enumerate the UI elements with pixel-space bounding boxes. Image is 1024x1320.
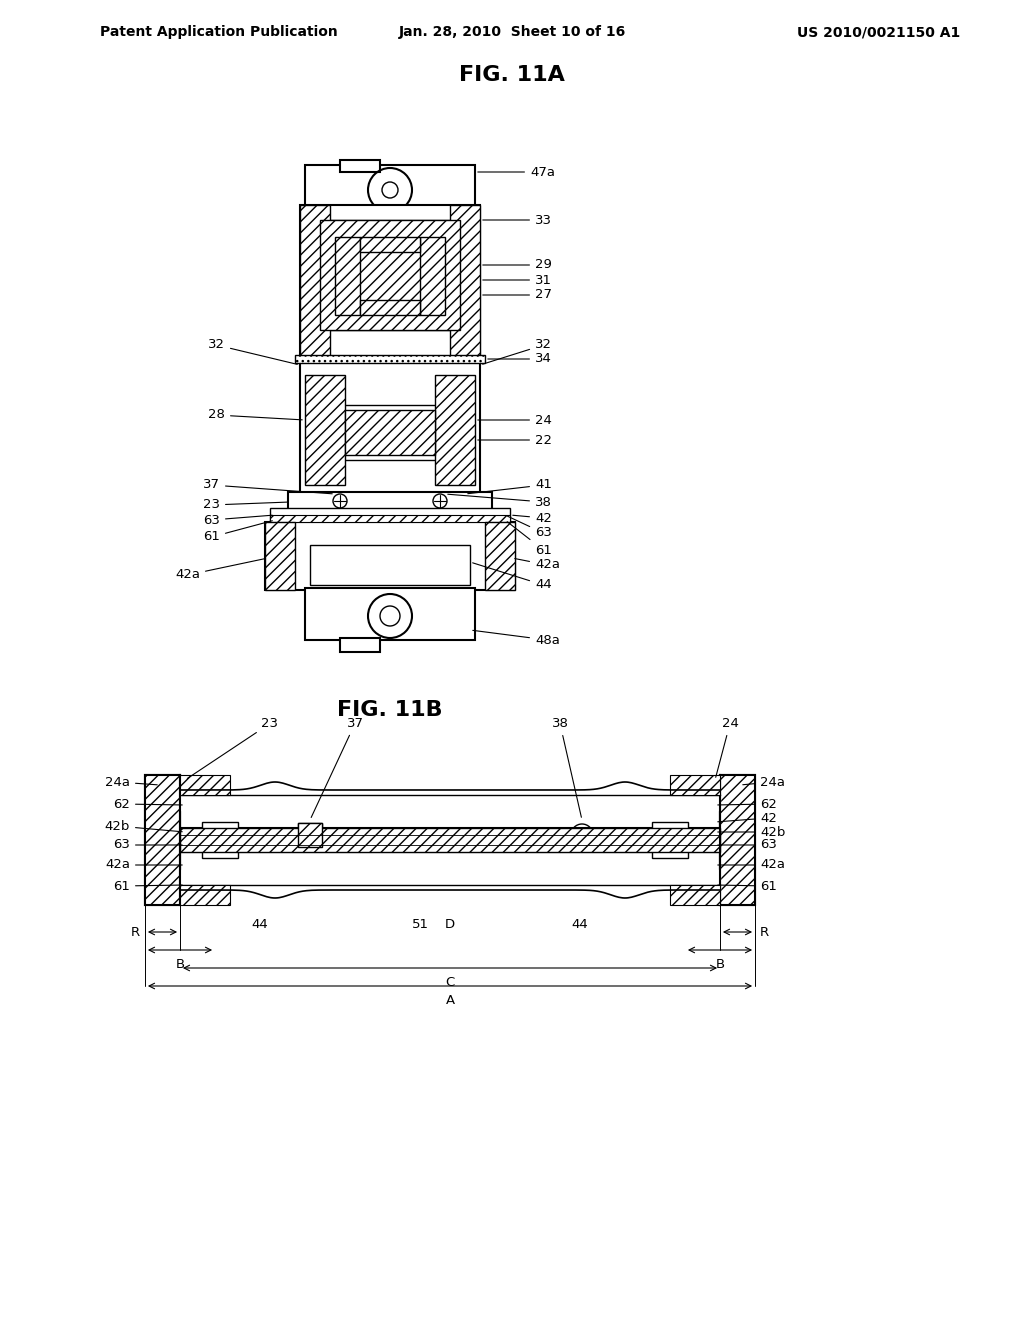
- Text: 41: 41: [468, 479, 552, 494]
- Text: 63: 63: [718, 838, 777, 851]
- Bar: [652, 822, 688, 858]
- Text: 24: 24: [716, 717, 738, 777]
- Text: 44: 44: [252, 917, 268, 931]
- Bar: [202, 822, 238, 858]
- Bar: [270, 508, 510, 521]
- Bar: [300, 205, 480, 360]
- Text: B: B: [716, 958, 725, 972]
- Bar: [360, 300, 420, 315]
- Text: 34: 34: [487, 352, 552, 366]
- Text: 37: 37: [311, 717, 364, 817]
- Text: 44: 44: [473, 562, 552, 591]
- Bar: [345, 411, 435, 455]
- Bar: [670, 884, 720, 906]
- Text: 44: 44: [571, 917, 589, 931]
- Bar: [180, 775, 230, 795]
- Text: 37: 37: [203, 479, 332, 494]
- Bar: [720, 775, 755, 906]
- Text: 62: 62: [113, 797, 182, 810]
- Text: US 2010/0021150 A1: US 2010/0021150 A1: [797, 25, 961, 40]
- Text: 61: 61: [203, 520, 272, 544]
- Bar: [670, 775, 720, 795]
- Text: 42b: 42b: [718, 825, 785, 838]
- Text: 61: 61: [113, 879, 182, 892]
- Bar: [305, 587, 475, 640]
- Bar: [360, 238, 420, 252]
- Bar: [435, 375, 475, 484]
- Bar: [270, 515, 510, 521]
- Bar: [319, 220, 460, 330]
- Text: Jan. 28, 2010  Sheet 10 of 16: Jan. 28, 2010 Sheet 10 of 16: [398, 25, 626, 40]
- Text: 48a: 48a: [473, 631, 560, 647]
- Bar: [298, 822, 322, 847]
- Bar: [662, 832, 678, 847]
- Text: R: R: [760, 925, 769, 939]
- Bar: [180, 884, 230, 906]
- Text: 31: 31: [482, 273, 552, 286]
- Bar: [310, 545, 470, 585]
- Text: 61: 61: [507, 521, 552, 557]
- Text: 42: 42: [513, 511, 552, 524]
- Text: 38: 38: [552, 717, 582, 817]
- Bar: [450, 205, 480, 360]
- Bar: [298, 822, 322, 847]
- Text: 42a: 42a: [718, 858, 785, 871]
- Bar: [319, 220, 460, 330]
- Bar: [265, 521, 295, 590]
- Text: 29: 29: [482, 259, 552, 272]
- Bar: [340, 638, 380, 652]
- Text: 42: 42: [718, 812, 777, 825]
- Bar: [305, 165, 475, 210]
- Text: Patent Application Publication: Patent Application Publication: [100, 25, 338, 40]
- Bar: [340, 160, 380, 172]
- Bar: [485, 521, 515, 590]
- Text: 27: 27: [482, 289, 552, 301]
- Text: 42b: 42b: [104, 820, 182, 833]
- Text: 23: 23: [203, 499, 287, 511]
- Text: R: R: [131, 925, 140, 939]
- Bar: [305, 375, 345, 484]
- Bar: [300, 205, 330, 360]
- Text: 33: 33: [482, 214, 552, 227]
- Text: 61: 61: [718, 879, 777, 892]
- Text: 23: 23: [187, 717, 279, 779]
- Text: 62: 62: [718, 797, 777, 810]
- Bar: [180, 828, 720, 851]
- Text: FIG. 11B: FIG. 11B: [337, 700, 442, 719]
- Bar: [212, 832, 228, 847]
- Text: 24: 24: [478, 413, 552, 426]
- Bar: [265, 521, 515, 590]
- Bar: [180, 828, 720, 851]
- Text: 32: 32: [208, 338, 297, 364]
- Bar: [288, 492, 492, 510]
- Text: 28: 28: [208, 408, 302, 421]
- Bar: [295, 355, 485, 363]
- Bar: [335, 238, 445, 315]
- Bar: [145, 775, 180, 906]
- Bar: [720, 775, 755, 906]
- Text: 47a: 47a: [478, 165, 555, 178]
- Text: 63: 63: [203, 513, 272, 527]
- Text: 32: 32: [482, 338, 552, 364]
- Bar: [420, 238, 445, 315]
- Bar: [300, 360, 480, 500]
- Text: FIG. 11A: FIG. 11A: [459, 65, 565, 84]
- Text: 42a: 42a: [175, 558, 265, 582]
- Bar: [335, 238, 360, 315]
- Text: 63: 63: [113, 838, 182, 851]
- Text: 42a: 42a: [105, 858, 182, 871]
- Text: D: D: [445, 917, 455, 931]
- Text: C: C: [445, 975, 455, 989]
- Text: 38: 38: [447, 494, 552, 508]
- Text: 22: 22: [478, 433, 552, 446]
- Text: 42a: 42a: [515, 558, 560, 572]
- Bar: [145, 775, 180, 906]
- Text: 51: 51: [412, 917, 428, 931]
- Text: 24a: 24a: [105, 776, 158, 788]
- Text: A: A: [445, 994, 455, 1007]
- Bar: [335, 405, 445, 459]
- Text: 24a: 24a: [742, 776, 785, 788]
- Text: 63: 63: [508, 516, 552, 540]
- Text: B: B: [175, 958, 184, 972]
